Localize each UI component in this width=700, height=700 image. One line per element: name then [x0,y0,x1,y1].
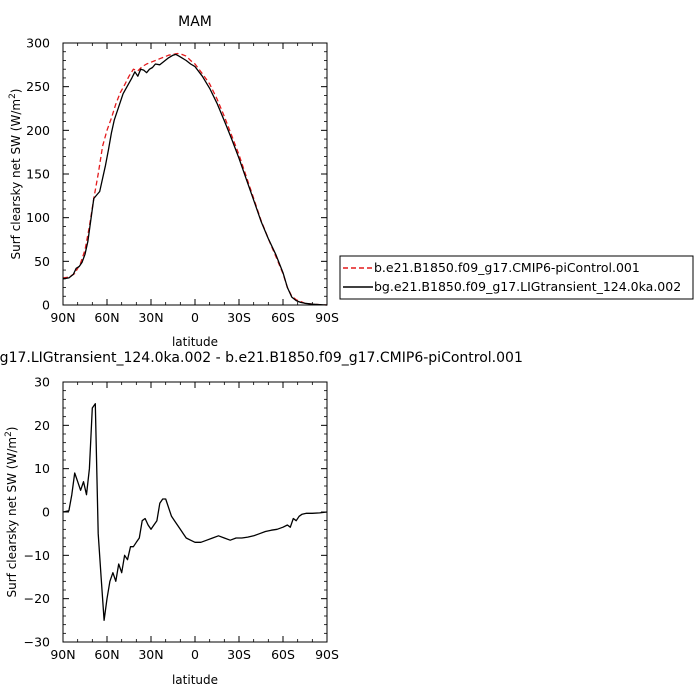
legend: b.e21.B1850.f09_g17.CMIP6-piControl.001 … [339,255,694,300]
top-x-tick-label: 90N [50,310,75,325]
top-plot-frame [62,42,328,306]
bottom-y-tick-label: 30 [34,375,50,390]
bottom-x-axis-label: latitude [172,673,218,687]
bottom-y-axis-label: Surf clearsky net SW (W/m2) [4,427,19,598]
bottom-x-tick-label: 60S [271,647,295,662]
bottom-y-tick-label: 20 [34,418,50,433]
legend-box [339,255,694,300]
top-x-tick-label: 90S [315,310,339,325]
top-y-tick-label: 150 [26,167,50,182]
top-y-tick-label: 250 [26,79,50,94]
bottom-y-axis-label-main: Surf clearsky net SW (W/m [5,437,19,598]
top-x-tick-label: 30N [138,310,163,325]
top-x-axis-label: latitude [172,335,218,349]
legend-label-picontrol: b.e21.B1850.f09_g17.CMIP6-piControl.001 [374,260,640,275]
bottom-y-tick-label: −30 [24,635,50,650]
top-x-tick-label: 60S [271,310,295,325]
top-y-axis-label-end: ) [9,89,23,94]
top-y-axis-label-main: Surf clearsky net SW (W/m [9,99,23,260]
top-chart-title: MAM [178,14,212,30]
bottom-x-tick-label: 90S [315,647,339,662]
bottom-y-tick-label: 10 [34,461,50,476]
bottom-x-tick-label: 30N [138,647,163,662]
bottom-x-tick-label: 0 [191,647,199,662]
bottom-y-tick-label: 0 [42,505,50,520]
top-y-tick-label: 200 [26,123,50,138]
bottom-x-tick-label: 90N [50,647,75,662]
bottom-series-line-0 [62,403,328,621]
top-y-axis-label: Surf clearsky net SW (W/m2) [8,89,23,260]
bottom-panel: bg.e21.B1850.f09_g17.LIGtransient_124.0k… [0,350,523,687]
top-x-tick-label: 0 [191,310,199,325]
top-y-axis-label-superscript: 2 [8,93,18,99]
top-x-tick-label: 30S [227,310,251,325]
top-y-tick-label: 100 [26,210,50,225]
top-y-tick-label: 50 [34,254,50,269]
bottom-x-tick-label: 60N [94,647,119,662]
legend-label-ligtransient: bg.e21.B1850.f09_g17.LIGtransient_124.0k… [374,279,681,294]
bottom-y-tick-label: −10 [24,548,50,563]
bottom-y-tick-label: −20 [24,591,50,606]
top-y-tick-label: 0 [42,298,50,313]
bottom-x-tick-label: 30S [227,647,251,662]
bottom-y-axis-label-superscript: 2 [4,431,14,437]
top-series-line-1 [62,53,328,306]
top-y-tick-label: 300 [26,36,50,51]
bottom-y-axis-label-end: ) [5,427,19,432]
top-panel: MAM 90N 60N 30N 0 30S 60S 90S 0 50 100 150 200 250 30… [8,14,694,349]
top-x-tick-label: 60N [94,310,119,325]
bottom-chart-title: bg.e21.B1850.f09_g17.LIGtransient_124.0k… [0,350,523,366]
